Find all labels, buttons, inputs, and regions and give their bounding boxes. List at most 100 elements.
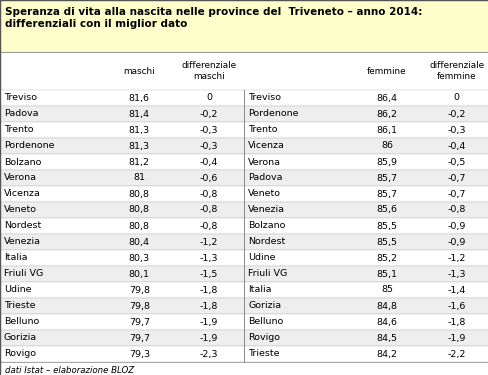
Text: differenziale
maschi: differenziale maschi [181, 61, 236, 81]
Text: 80,8: 80,8 [129, 206, 149, 214]
Text: 81: 81 [133, 174, 145, 183]
Text: Padova: Padova [4, 110, 39, 118]
Text: 85: 85 [380, 285, 392, 294]
Text: 86: 86 [380, 141, 392, 150]
Text: 81,3: 81,3 [128, 141, 150, 150]
Text: 79,7: 79,7 [129, 318, 149, 327]
Text: Treviso: Treviso [248, 93, 281, 102]
Text: -1,3: -1,3 [200, 254, 218, 262]
Text: Trento: Trento [4, 126, 33, 135]
Text: -0,8: -0,8 [200, 206, 218, 214]
Text: Bolzano: Bolzano [248, 222, 285, 231]
Text: Rovigo: Rovigo [248, 333, 280, 342]
Text: -1,3: -1,3 [447, 270, 465, 279]
Text: -2,2: -2,2 [447, 350, 465, 358]
Text: -0,6: -0,6 [200, 174, 218, 183]
Text: Trieste: Trieste [4, 302, 35, 310]
Bar [0, 186, 488, 202]
Text: Gorizia: Gorizia [248, 302, 281, 310]
Text: -0,2: -0,2 [200, 110, 218, 118]
Bar [0, 0, 488, 52]
Text: -0,3: -0,3 [200, 126, 218, 135]
Text: 0: 0 [205, 93, 212, 102]
Text: Padova: Padova [248, 174, 283, 183]
Text: Trieste: Trieste [248, 350, 279, 358]
Text: -0,8: -0,8 [200, 189, 218, 198]
Bar [0, 154, 488, 170]
Text: 85,5: 85,5 [376, 237, 397, 246]
Text: 85,7: 85,7 [376, 174, 397, 183]
Text: Italia: Italia [248, 285, 271, 294]
Text: Udine: Udine [248, 254, 275, 262]
Text: 85,2: 85,2 [376, 254, 397, 262]
Text: -1,8: -1,8 [447, 318, 465, 327]
Bar [0, 202, 488, 218]
Text: 79,8: 79,8 [129, 302, 149, 310]
Text: Italia: Italia [4, 254, 27, 262]
Text: femmine: femmine [366, 66, 406, 75]
Bar [0, 106, 488, 122]
Text: -1,8: -1,8 [200, 285, 218, 294]
Text: 81,6: 81,6 [129, 93, 149, 102]
Bar [0, 330, 488, 346]
Text: -0,3: -0,3 [200, 141, 218, 150]
Bar [0, 234, 488, 250]
Text: -1,4: -1,4 [447, 285, 465, 294]
Bar [0, 90, 488, 106]
Text: 80,8: 80,8 [129, 222, 149, 231]
Text: Belluno: Belluno [248, 318, 283, 327]
Text: 86,1: 86,1 [376, 126, 397, 135]
Text: Friuli VG: Friuli VG [4, 270, 43, 279]
Text: 84,2: 84,2 [376, 350, 397, 358]
Text: Gorizia: Gorizia [4, 333, 37, 342]
Text: Friuli VG: Friuli VG [248, 270, 287, 279]
Text: Speranza di vita alla nascita nelle province del  Triveneto – anno 2014:
differe: Speranza di vita alla nascita nelle prov… [5, 8, 422, 29]
Text: 80,3: 80,3 [128, 254, 150, 262]
Text: Udine: Udine [4, 285, 31, 294]
Text: -1,5: -1,5 [200, 270, 218, 279]
Text: 80,8: 80,8 [129, 189, 149, 198]
Bar [0, 250, 488, 266]
Text: dati Istat – elaborazione BLOZ: dati Istat – elaborazione BLOZ [5, 366, 134, 375]
Text: 84,5: 84,5 [376, 333, 397, 342]
Bar [0, 346, 488, 362]
Text: 79,7: 79,7 [129, 333, 149, 342]
Text: Pordenone: Pordenone [4, 141, 54, 150]
Text: Vicenza: Vicenza [248, 141, 285, 150]
Text: -0,7: -0,7 [447, 174, 465, 183]
Text: -1,6: -1,6 [447, 302, 465, 310]
Text: 85,9: 85,9 [376, 158, 397, 166]
Text: -0,2: -0,2 [447, 110, 465, 118]
Text: maschi: maschi [123, 66, 155, 75]
Text: 85,5: 85,5 [376, 222, 397, 231]
Text: -1,9: -1,9 [447, 333, 465, 342]
Text: Bolzano: Bolzano [4, 158, 41, 166]
Text: Veneto: Veneto [248, 189, 281, 198]
Text: -0,4: -0,4 [200, 158, 218, 166]
Text: 81,4: 81,4 [129, 110, 149, 118]
Text: Treviso: Treviso [4, 93, 37, 102]
Text: Veneto: Veneto [4, 206, 37, 214]
Text: 81,2: 81,2 [129, 158, 149, 166]
Text: Venezia: Venezia [248, 206, 285, 214]
Text: Pordenone: Pordenone [248, 110, 298, 118]
Text: 84,6: 84,6 [376, 318, 397, 327]
Text: Venezia: Venezia [4, 237, 41, 246]
Text: 81,3: 81,3 [128, 126, 150, 135]
Text: -0,8: -0,8 [200, 222, 218, 231]
Text: -1,8: -1,8 [200, 302, 218, 310]
Text: -0,9: -0,9 [447, 237, 465, 246]
Text: -1,2: -1,2 [447, 254, 465, 262]
Bar [0, 170, 488, 186]
Text: 85,6: 85,6 [376, 206, 397, 214]
Text: Verona: Verona [248, 158, 281, 166]
Text: 86,2: 86,2 [376, 110, 397, 118]
Text: 80,1: 80,1 [129, 270, 149, 279]
Text: 84,8: 84,8 [376, 302, 397, 310]
Text: 79,3: 79,3 [128, 350, 150, 358]
Bar [0, 298, 488, 314]
Text: 79,8: 79,8 [129, 285, 149, 294]
Text: -0,5: -0,5 [447, 158, 465, 166]
Text: -0,3: -0,3 [447, 126, 465, 135]
Text: -1,9: -1,9 [200, 333, 218, 342]
